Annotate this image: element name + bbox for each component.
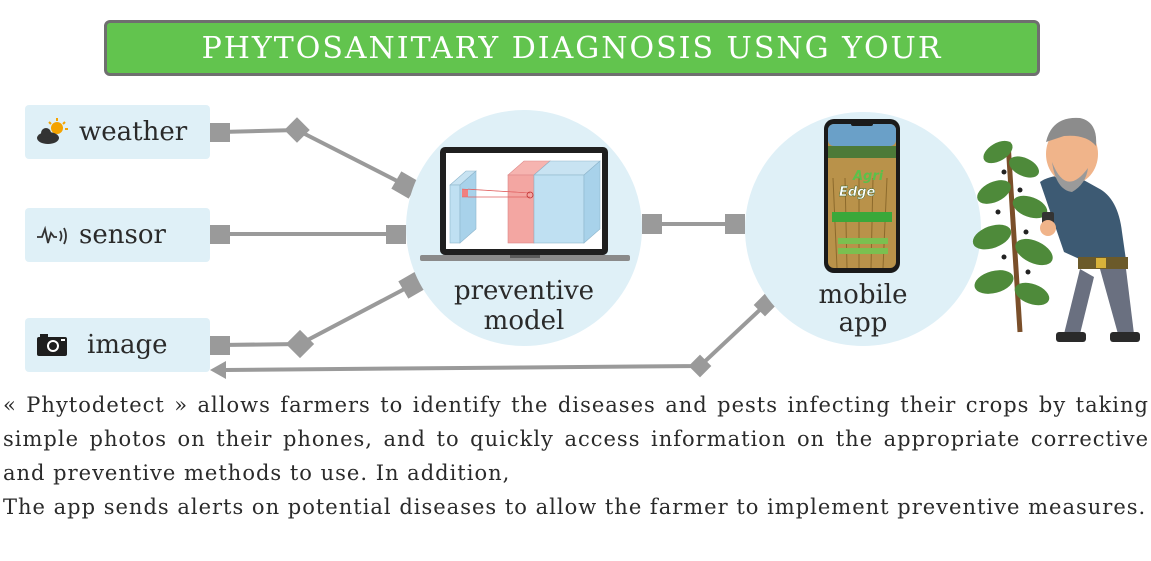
camera-icon [33, 333, 71, 357]
title-banner: PHYTOSANITARY DIAGNOSIS USNG YOUR [104, 20, 1040, 76]
farmer-with-plant-illustration [972, 117, 1140, 342]
weather-input: weather [25, 105, 210, 159]
weather-icon [33, 118, 71, 146]
app-brand-line1: Agri [852, 169, 884, 184]
description-paragraph-1: « Phytodetect » allows farmers to identi… [3, 393, 1149, 485]
description-paragraph-2: The app sends alerts on potential diseas… [3, 495, 1147, 519]
laptop-cnn-illustration [420, 147, 630, 261]
model-label-line2: model [483, 306, 565, 336]
banner-title: PHYTOSANITARY DIAGNOSIS USNG YOUR [201, 30, 943, 66]
weather-label: weather [79, 117, 188, 147]
image-input: image [25, 318, 210, 372]
model-label-line1: preventive [453, 276, 595, 306]
app-label-line1: mobile [818, 280, 908, 310]
sensor-input: sensor [25, 208, 210, 262]
app-label-line2: app [838, 308, 888, 338]
sensor-label: sensor [79, 220, 166, 250]
smartphone-illustration: Agri Edge [824, 119, 900, 273]
image-label: image [87, 330, 168, 360]
app-brand-line2: Edge [839, 185, 875, 200]
sensor-icon [33, 223, 71, 247]
description-text: « Phytodetect » allows farmers to identi… [3, 388, 1149, 524]
